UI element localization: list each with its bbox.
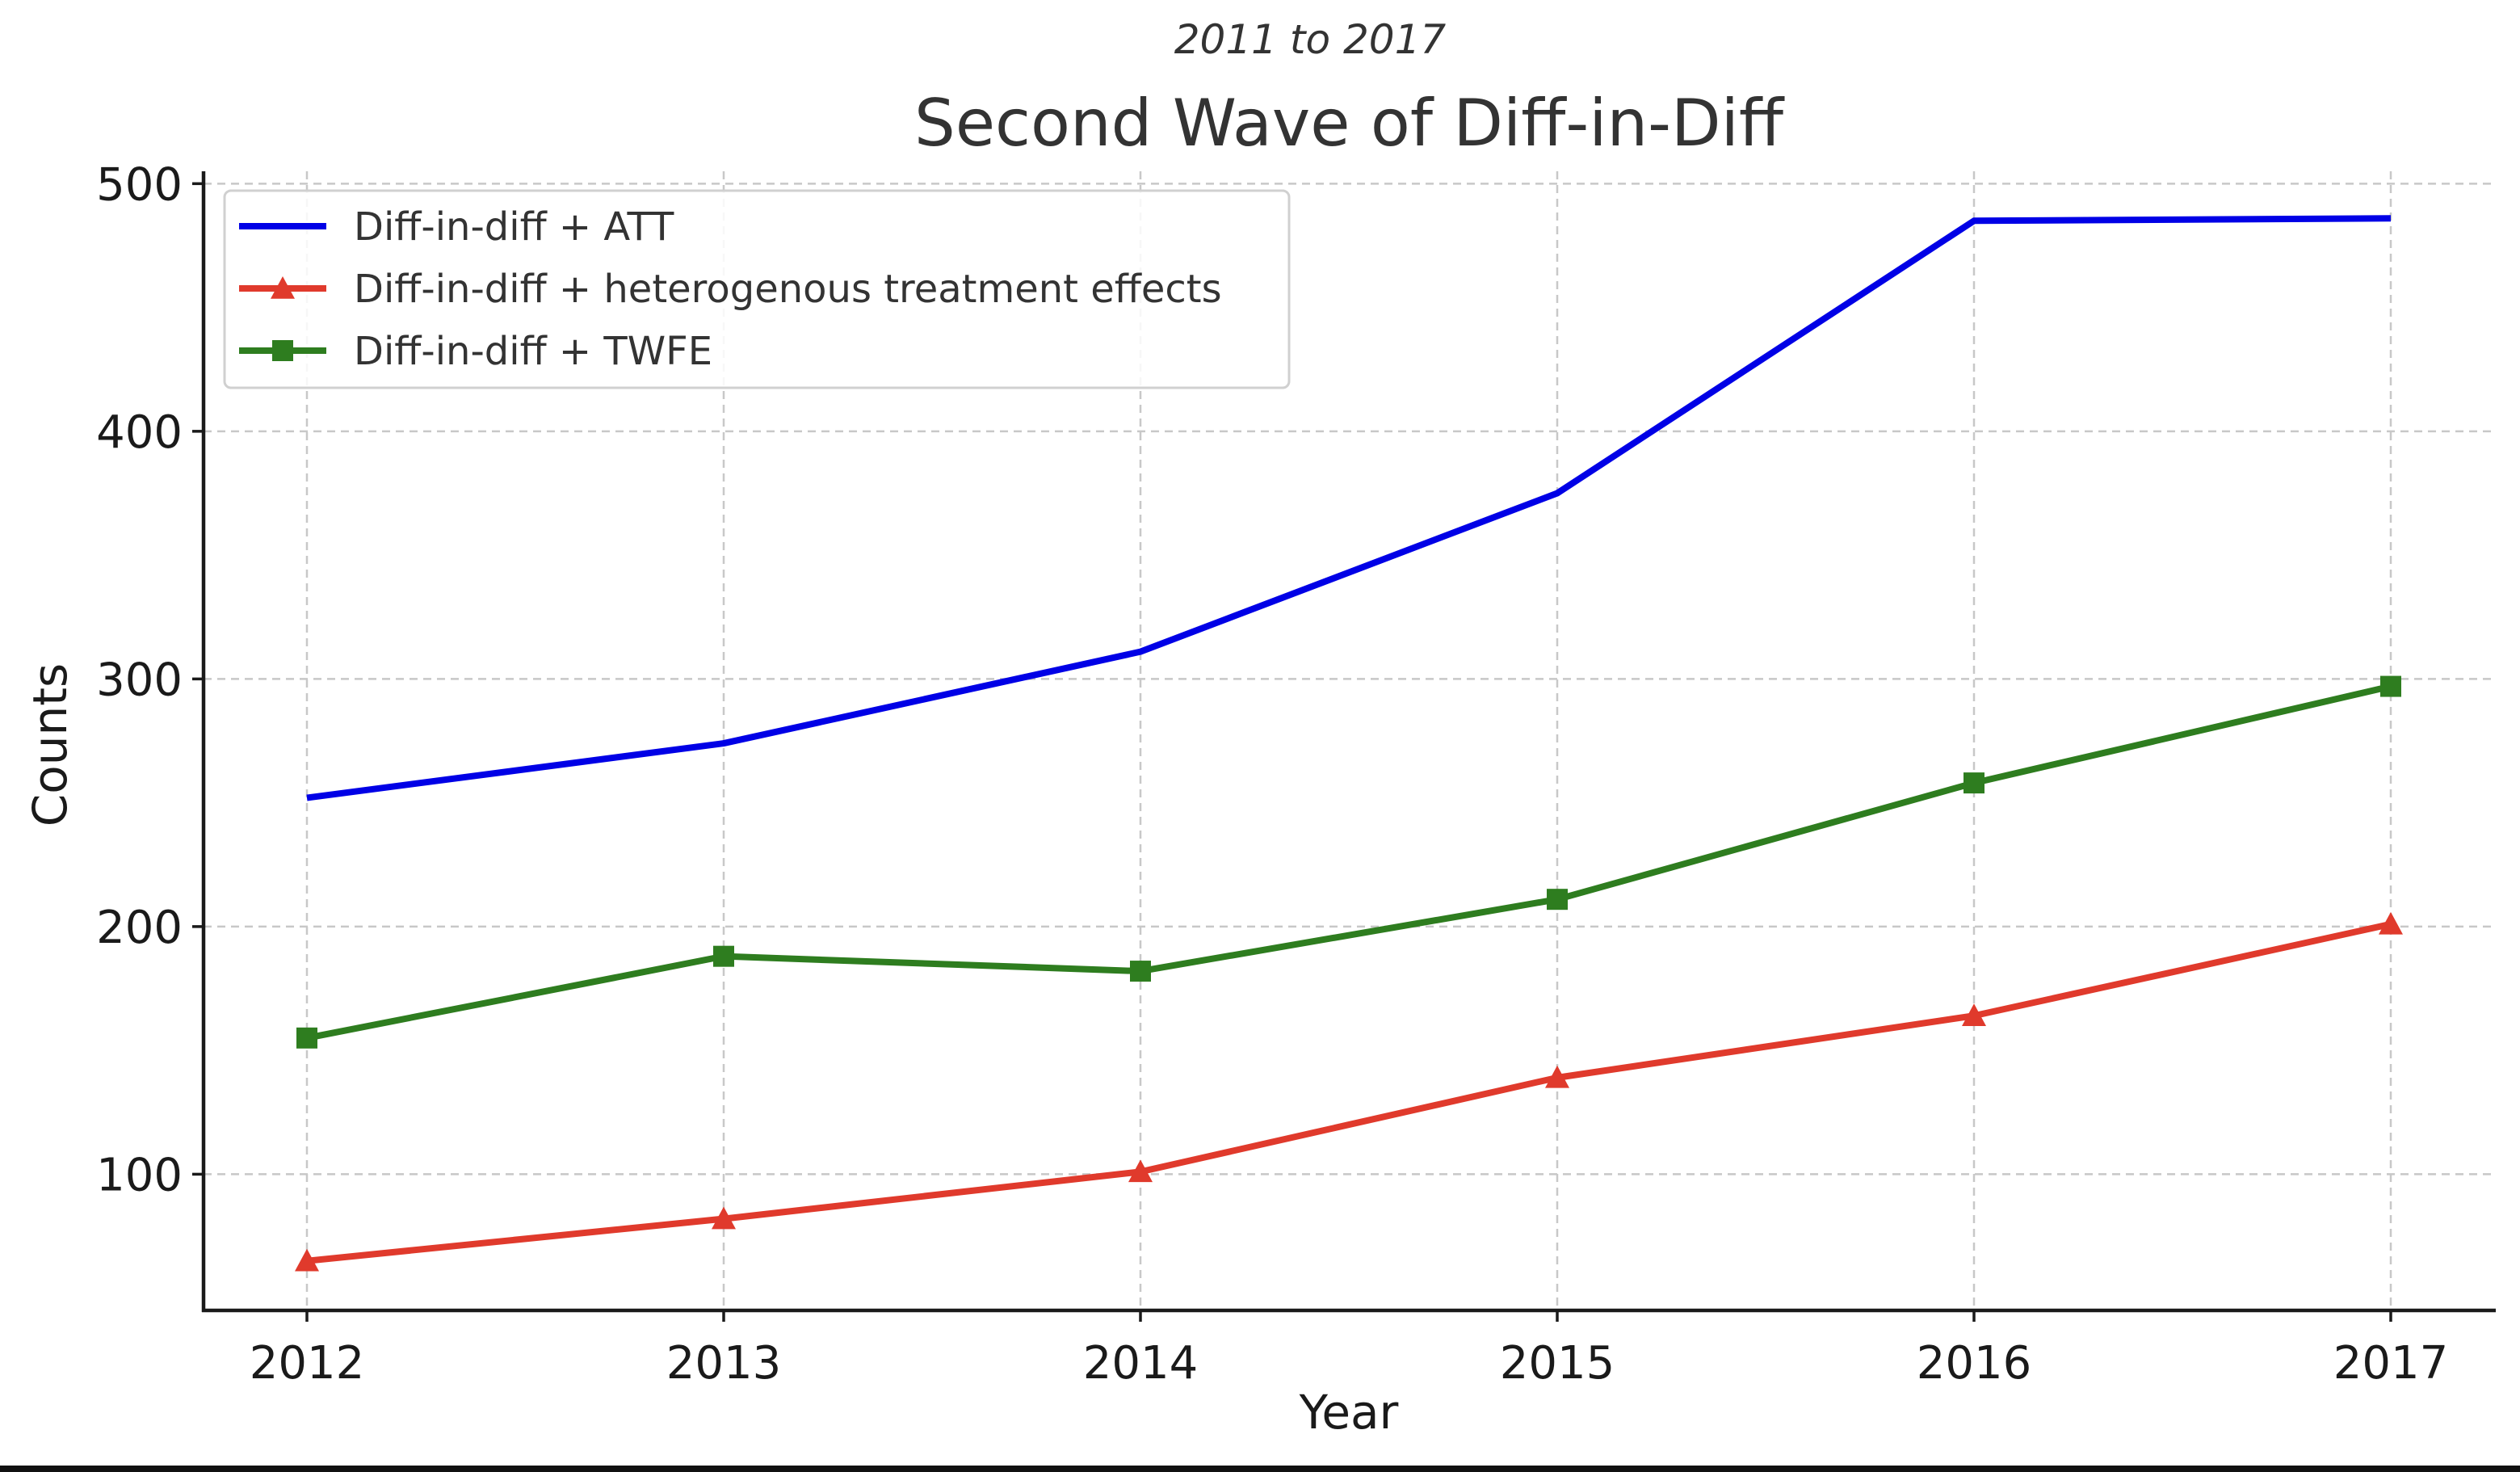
legend-box [223,189,1291,389]
legend-label-2: Diff-in-diff + heterogenous treatment ef… [354,267,1222,312]
legend-label-3: Diff-in-diff + TWFE [354,329,712,374]
y-tick-label-300: 300 [96,654,183,706]
legend-item-3: Diff-in-diff + TWFE [239,329,712,374]
series-2-marker-2016 [1962,1003,1986,1026]
bottom-edge [0,1466,2520,1472]
y-tick-label-200: 200 [96,902,183,954]
legend-marker-2 [271,276,295,299]
series-line-3 [306,683,2392,1041]
y-axis-ticks: 100 200 300 400 500 [96,158,204,1201]
chart-title: Second Wave of Diff-in-Diff [914,86,1785,161]
x-tick-label-2016: 2016 [1917,1337,2032,1390]
series-1 [306,215,2392,801]
series-line-2 [306,920,2392,1264]
series-line-1 [306,215,2392,801]
x-tick-label-2012: 2012 [250,1337,365,1390]
series-3 [296,675,2401,1049]
x-axis-label: Year [1299,1385,1399,1440]
legend-marker-3 [272,340,293,361]
y-tick-label-500: 500 [96,158,183,211]
series-3-marker-2017 [2380,675,2401,697]
legend-item-2: Diff-in-diff + heterogenous treatment ef… [239,267,1222,312]
series-3-marker-2012 [296,1027,317,1049]
series-2-marker-2012 [295,1248,319,1272]
grid-lines [204,171,2496,1310]
series-layer [295,215,2403,1272]
series-2-marker-2015 [1545,1065,1569,1088]
series-3-marker-2016 [1964,772,1984,794]
series-3-marker-2014 [1130,961,1151,982]
x-tick-label-2017: 2017 [2333,1337,2449,1390]
series-2-marker-2014 [1128,1159,1153,1183]
x-tick-label-2014: 2014 [1083,1337,1199,1390]
y-tick-label-400: 400 [96,406,183,459]
y-axis-label: Counts [23,663,78,826]
x-axis-ticks: 2012 2013 2014 2015 2016 2017 [250,1310,2449,1390]
series-2-marker-2013 [712,1206,736,1230]
series-3-marker-2015 [1547,889,1568,911]
chart-subtitle: 2011 to 2017 [1174,16,1447,63]
legend-label-1: Diff-in-diff + ATT [354,204,674,250]
x-tick-label-2015: 2015 [1500,1337,1615,1390]
legend: Diff-in-diff + ATT Diff-in-diff + heterog… [223,189,1291,389]
legend-item-1: Diff-in-diff + ATT [239,204,674,250]
series-2-marker-2017 [2379,911,2403,935]
x-tick-label-2013: 2013 [666,1337,782,1390]
y-tick-label-100: 100 [96,1149,183,1201]
axes [201,171,2496,1313]
series-3-marker-2013 [713,945,734,967]
series-2 [295,911,2403,1272]
